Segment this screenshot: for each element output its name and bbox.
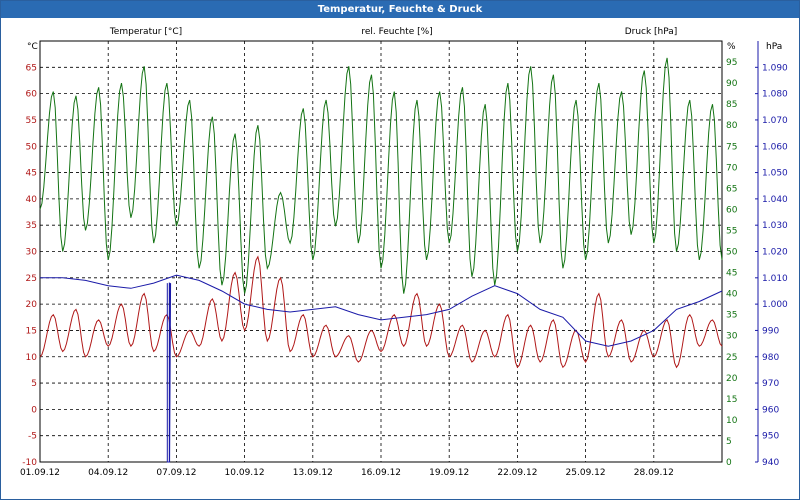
x-tick-label: 13.09.12	[293, 468, 333, 478]
humidity-tick-label: 30	[726, 332, 738, 342]
humidity-tick-label: 95	[726, 58, 737, 68]
pressure-tick-label: 1.030	[762, 221, 788, 231]
pressure-tick-label: 1.080	[762, 90, 788, 100]
temperature-tick-label: 40	[26, 195, 38, 205]
humidity-tick-label: 60	[726, 205, 738, 215]
x-tick-label: 07.09.12	[156, 468, 196, 478]
x-tick-label: 22.09.12	[497, 468, 537, 478]
series-line-humidity	[39, 57, 723, 294]
pressure-tick-label: 1.000	[762, 300, 788, 310]
x-tick-label: 19.09.12	[429, 468, 469, 478]
chart-svg: 01.09.12 04.09.12 07.09.12 10.09.12 13.09.12…	[20, 27, 788, 478]
humidity-tick-label: 20	[726, 374, 738, 384]
humidity-tick-label: 35	[726, 311, 737, 321]
humidity-tick-label: 10	[726, 416, 738, 426]
pressure-tick-label: 1.040	[762, 195, 788, 205]
temperature-tick-label: 35	[26, 221, 37, 231]
humidity-tick-label: 25	[726, 353, 737, 363]
temperature-axis-label: Temperatur [°C]	[109, 27, 182, 37]
humidity-unit: %	[727, 42, 736, 52]
temperature-tick-label: 65	[26, 63, 37, 73]
series-line-temperature	[39, 255, 723, 369]
x-tick-label: 28.09.12	[634, 468, 674, 478]
x-tick-label: 01.09.12	[20, 468, 60, 478]
pressure-tick-label: 990	[762, 326, 779, 336]
pressure-axis-label: Druck [hPa]	[625, 27, 678, 37]
humidity-tick-label: 85	[726, 100, 737, 110]
temperature-tick-label: 25	[26, 274, 37, 284]
humidity-tick-label: 15	[726, 395, 737, 405]
temperature-tick-label: 0	[31, 405, 37, 415]
humidity-tick-label: 65	[726, 184, 737, 194]
temperature-tick-label: 60	[26, 90, 38, 100]
window-title: Temperatur, Feuchte & Druck	[1, 1, 799, 18]
x-tick-label: 04.09.12	[88, 468, 128, 478]
pressure-tick-label: 1.050	[762, 169, 788, 179]
humidity-tick-label: 45	[726, 269, 737, 279]
temperature-tick-label: 10	[26, 353, 38, 363]
x-tick-label: 10.09.12	[225, 468, 265, 478]
pressure-tick-label: 1.090	[762, 63, 788, 73]
pressure-tick-label: 950	[762, 432, 779, 442]
pressure-tick-label: 970	[762, 379, 779, 389]
humidity-tick-label: 90	[726, 79, 738, 89]
temperature-tick-label: 30	[26, 248, 38, 258]
series-lines	[39, 57, 723, 463]
pressure-tick-label: 940	[762, 458, 779, 468]
pressure-tick-label: 960	[762, 405, 779, 415]
pressure-tick-label: 1.010	[762, 274, 788, 284]
pressure-tick-label: 1.060	[762, 142, 788, 152]
humidity-tick-label: 40	[726, 290, 738, 300]
humidity-tick-label: 0	[726, 458, 732, 468]
pressure-tick-label: 980	[762, 353, 779, 363]
humidity-tick-label: 5	[726, 437, 732, 447]
pressure-tick-label: 1.020	[762, 248, 788, 258]
temperature-tick-label: 20	[26, 300, 38, 310]
humidity-tick-label: 75	[726, 142, 737, 152]
x-tick-label: 25.09.12	[566, 468, 606, 478]
temperature-tick-label: 50	[26, 142, 38, 152]
series-line-pressure	[40, 274, 723, 347]
temperature-tick-label: 55	[26, 116, 37, 126]
temperature-unit: °C	[27, 42, 38, 52]
pressure-axis-ticks: 1.090 1.080 1.070 1.060 1.050 1.040 1.030 1.020…	[755, 41, 788, 468]
humidity-axis-label: rel. Feuchte [%]	[361, 27, 432, 37]
humidity-tick-label: 55	[726, 226, 737, 236]
temperature-tick-label: 45	[26, 169, 37, 179]
temperature-tick-label: 5	[31, 379, 37, 389]
humidity-tick-label: 50	[726, 248, 738, 258]
x-tick-label: 16.09.12	[361, 468, 401, 478]
humidity-tick-label: 80	[726, 121, 738, 131]
temperature-tick-label: 15	[26, 326, 37, 336]
humidity-tick-label: 70	[726, 163, 738, 173]
x-axis-ticks: 01.09.12 04.09.12 07.09.12 10.09.12 13.09.12…	[20, 468, 674, 478]
temperature-tick-label: -10	[22, 458, 37, 468]
pressure-dropout-mark	[166, 282, 172, 463]
pressure-unit: hPa	[766, 42, 782, 52]
pressure-tick-label: 1.070	[762, 116, 788, 126]
temperature-tick-label: -5	[28, 432, 37, 442]
